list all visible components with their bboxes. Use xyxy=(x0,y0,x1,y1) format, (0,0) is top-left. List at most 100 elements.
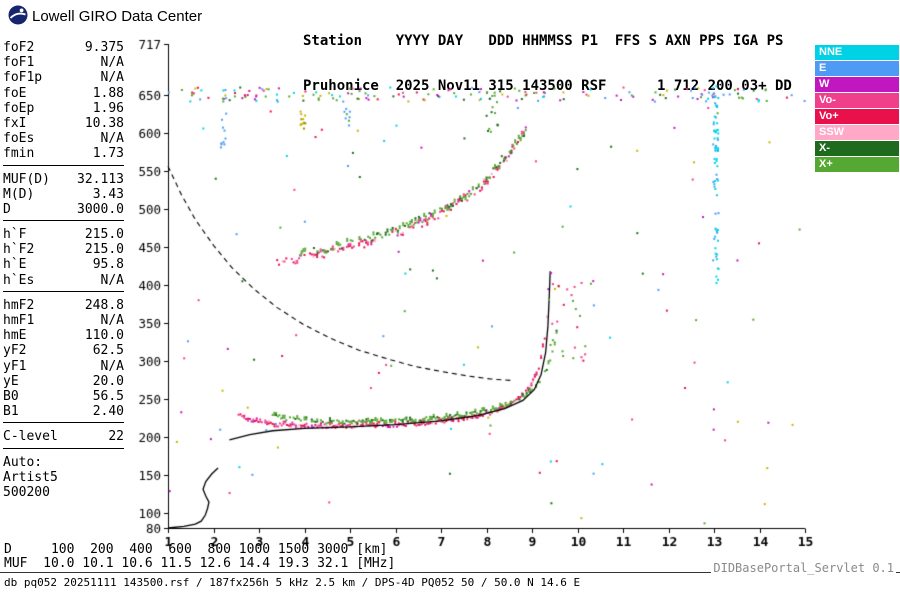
measurement-info-line: db pq052 20251111 143500.rsf / 187fx256h… xyxy=(0,572,900,589)
parameter-label: yF2 xyxy=(3,343,27,359)
parameter-value: 215.0 xyxy=(84,242,124,258)
legend-item-vo: Vo+ xyxy=(815,109,899,124)
autoscaling-line: Artist5 xyxy=(3,469,58,485)
parameter-label: hmF2 xyxy=(3,297,35,313)
autoscaling-line: 500200 xyxy=(3,484,50,500)
parameter-row: yE 20.0 xyxy=(3,374,124,389)
parameter-row: h`E 95.8 xyxy=(3,257,124,272)
parameter-label: hmF1 xyxy=(3,313,35,328)
parameter-value: 10.38 xyxy=(84,115,124,131)
parameter-value: 32.113 xyxy=(77,171,124,187)
parameter-label: D xyxy=(3,201,11,217)
parameter-value: N/A xyxy=(100,55,124,71)
parameter-value: N/A xyxy=(100,272,124,288)
parameter-value: 20.0 xyxy=(92,373,124,389)
parameter-group: C-level 22 xyxy=(3,429,124,449)
parameter-label: foEp xyxy=(3,100,35,116)
parameter-row: fxI 10.38 xyxy=(3,116,124,131)
parameter-row: hmE 110.0 xyxy=(3,328,124,343)
parameter-value: 56.5 xyxy=(92,388,124,404)
parameter-value: 215.0 xyxy=(84,227,124,243)
parameter-group: foF2 9.375 foF1 N/A foF1p N/A foE 1.88 foEp 1.96 f… xyxy=(3,40,124,166)
parameter-label: M(D) xyxy=(3,186,35,202)
parameter-label: foE xyxy=(3,85,27,101)
parameter-row: MUF(D) 32.113 xyxy=(3,172,124,187)
parameter-row: foE 1.88 xyxy=(3,86,124,101)
parameter-group: h`F 215.0 h`F2 215.0 h`E 95.8 h`Es N/A xyxy=(3,227,124,292)
parameter-value: 62.5 xyxy=(92,343,124,359)
parameter-value: 3.43 xyxy=(92,186,124,202)
parameter-row: h`F 215.0 xyxy=(3,227,124,242)
parameter-label: fxI xyxy=(3,115,27,131)
parameter-row: foEs N/A xyxy=(3,131,124,146)
legend-item-x: X- xyxy=(815,141,899,156)
autoscaling-line: Auto: xyxy=(3,454,43,470)
parameter-label: MUF(D) xyxy=(3,171,50,187)
parameter-row: M(D) 3.43 xyxy=(3,187,124,202)
parameter-value: 22 xyxy=(108,429,124,445)
parameter-value: 3000.0 xyxy=(77,201,124,217)
legend-item-nne: NNE xyxy=(815,45,899,60)
muf-distance-table: D 100 200 400 600 800 1000 1500 3000 [km… xyxy=(4,543,395,570)
legend-item-w: W xyxy=(815,77,899,92)
parameter-group: hmF2 248.8 hmF1 N/A hmE 110.0 yF2 62.5 yF1 N/A yE 2… xyxy=(3,298,124,424)
servlet-version-label: DIDBasePortal_Servlet 0.1 xyxy=(711,561,896,575)
parameter-label: yE xyxy=(3,373,19,389)
parameter-panel: foF2 9.375 foF1 N/A foF1p N/A foE 1.88 foEp 1.96 f… xyxy=(3,40,124,500)
parameter-row: B0 56.5 xyxy=(3,389,124,404)
parameter-row: h`F2 215.0 xyxy=(3,242,124,257)
parameter-label: h`F xyxy=(3,227,27,243)
parameter-row: hmF1 N/A xyxy=(3,313,124,328)
parameter-label: hmE xyxy=(3,328,27,344)
legend: NNE E W Vo- Vo+ SSW X- X+ xyxy=(815,45,899,173)
parameter-row: C-level 22 xyxy=(3,429,124,444)
brand-title: Lowell GIRO Data Center xyxy=(32,8,203,25)
parameter-row: hmF2 248.8 xyxy=(3,298,124,313)
lowell-giro-logo-icon xyxy=(8,5,28,25)
parameter-value: 2.40 xyxy=(92,404,124,420)
legend-item-e: E xyxy=(815,61,899,76)
parameter-row: foF1p N/A xyxy=(3,70,124,85)
parameter-row: foEp 1.96 xyxy=(3,101,124,116)
parameter-value: N/A xyxy=(100,70,124,86)
parameter-row: fmin 1.73 xyxy=(3,146,124,161)
legend-item-ssw: SSW xyxy=(815,125,899,140)
parameter-label: B1 xyxy=(3,404,19,420)
distance-row: D 100 200 400 600 800 1000 1500 3000 [km… xyxy=(4,542,388,557)
parameter-row: D 3000.0 xyxy=(3,202,124,217)
parameter-row: yF1 N/A xyxy=(3,359,124,374)
parameter-value: N/A xyxy=(100,358,124,374)
autoscaling-info: Auto: Artist5 500200 xyxy=(3,455,124,501)
parameter-label: h`Es xyxy=(3,272,35,288)
muf-row: MUF 10.0 10.1 10.6 11.5 12.6 14.4 19.3 3… xyxy=(4,555,396,571)
parameter-label: fmin xyxy=(3,146,35,162)
parameter-label: h`E xyxy=(3,257,27,273)
parameter-value: 110.0 xyxy=(84,328,124,344)
parameter-value: 1.88 xyxy=(92,85,124,101)
parameter-row: foF2 9.375 xyxy=(3,40,124,55)
parameter-value: 1.96 xyxy=(92,100,124,116)
parameter-label: B0 xyxy=(3,388,19,404)
parameter-label: foEs xyxy=(3,131,35,147)
parameter-label: h`F2 xyxy=(3,242,35,258)
parameter-label: foF2 xyxy=(3,40,35,55)
parameter-label: foF1p xyxy=(3,70,43,86)
parameter-value: N/A xyxy=(100,313,124,328)
parameter-row: B1 2.40 xyxy=(3,404,124,419)
parameter-row: h`Es N/A xyxy=(3,273,124,288)
parameter-value: 248.8 xyxy=(84,297,124,313)
parameter-value: 9.375 xyxy=(84,40,124,55)
ionogram-canvas xyxy=(130,36,830,548)
parameter-value: N/A xyxy=(100,131,124,147)
legend-item-x: X+ xyxy=(815,157,899,172)
parameter-row: foF1 N/A xyxy=(3,55,124,70)
parameter-label: foF1 xyxy=(3,55,35,71)
parameter-value: 1.73 xyxy=(92,146,124,162)
parameter-group: MUF(D) 32.113 M(D) 3.43 D 3000.0 xyxy=(3,172,124,222)
parameter-label: yF1 xyxy=(3,358,27,374)
parameter-label: C-level xyxy=(3,429,58,445)
legend-item-vo: Vo- xyxy=(815,93,899,108)
parameter-value: 95.8 xyxy=(92,257,124,273)
parameter-row: yF2 62.5 xyxy=(3,343,124,358)
